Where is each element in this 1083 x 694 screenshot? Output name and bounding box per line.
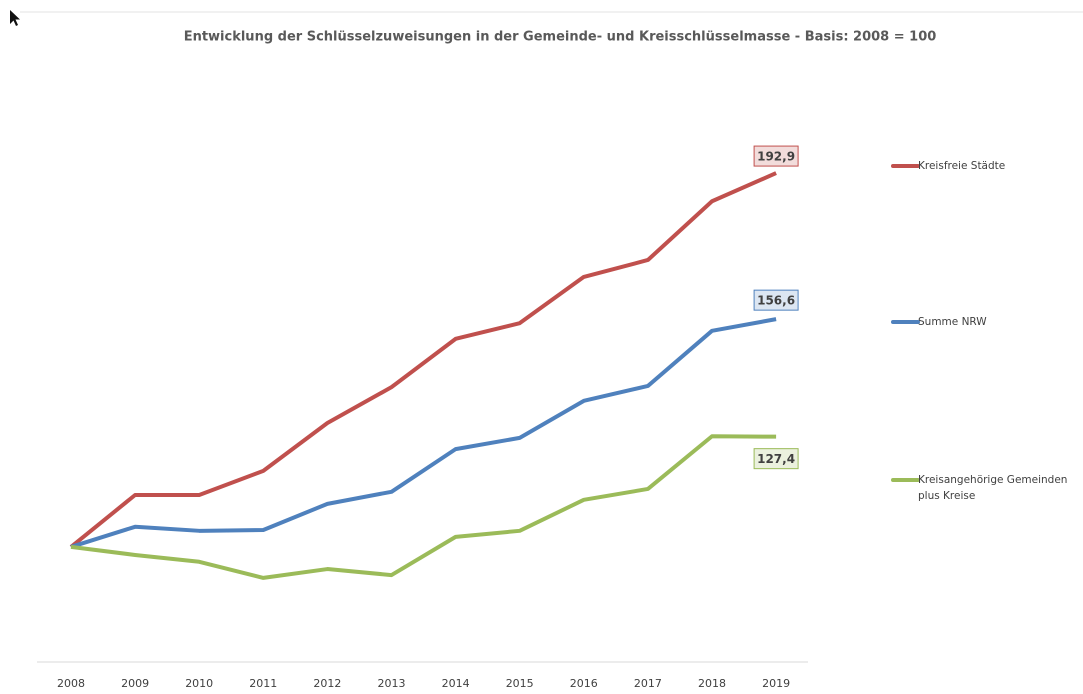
value-label-box bbox=[753, 145, 799, 167]
value-label-box bbox=[753, 289, 799, 311]
x-tick-label: 2018 bbox=[698, 677, 726, 690]
legend-entry: Summe NRW bbox=[918, 316, 987, 328]
value-label: 192,9 bbox=[757, 150, 795, 164]
legend-entry: Kreisfreie Städte bbox=[918, 160, 1006, 172]
legend-entry: Kreisangehörige Gemeinden plus Kreise bbox=[918, 474, 1068, 502]
series-line bbox=[69, 171, 777, 549]
value-label: 127,4 bbox=[757, 452, 795, 466]
value-label: 156,6 bbox=[757, 294, 795, 308]
x-tick-label: 2016 bbox=[570, 677, 598, 690]
cursor bbox=[10, 10, 20, 26]
x-tick-label: 2015 bbox=[506, 677, 534, 690]
value-label-box bbox=[753, 448, 799, 470]
x-tick-label: 2012 bbox=[313, 677, 341, 690]
x-tick-label: 2019 bbox=[762, 677, 790, 690]
chart-title: Entwicklung der Schlüsselzuweisungen in … bbox=[184, 30, 937, 45]
x-tick-label: 2010 bbox=[185, 677, 213, 690]
x-tick-label: 2009 bbox=[121, 677, 149, 690]
x-tick-label: 2017 bbox=[634, 677, 662, 690]
series-line bbox=[70, 434, 777, 580]
x-tick-label: 2013 bbox=[378, 677, 406, 690]
series-line bbox=[70, 317, 777, 549]
x-tick-label: 2011 bbox=[249, 677, 277, 690]
x-tick-label: 2008 bbox=[57, 677, 85, 690]
x-tick-label: 2014 bbox=[442, 677, 470, 690]
